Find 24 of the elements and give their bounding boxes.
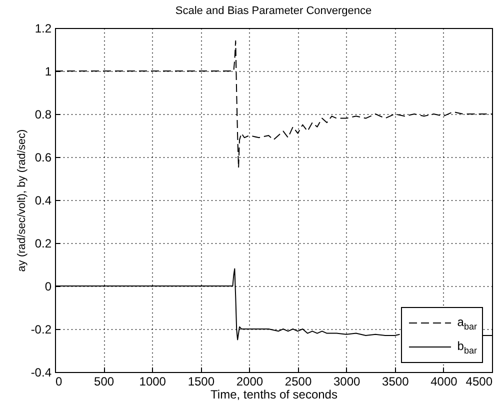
y-axis-title: ay (rad/sec/volt), by (rad/sec): [16, 129, 28, 272]
y-tick-label: -0.2: [30, 322, 52, 336]
x-tick-label: 0: [56, 374, 62, 388]
y-tick-label: -0.4: [30, 366, 52, 380]
y-tick-label: 0.8: [34, 108, 52, 122]
y-tick-label: 1.2: [34, 22, 52, 36]
x-tick-label: 1500: [188, 374, 215, 388]
y-tick-label: 1: [44, 64, 52, 78]
legend-label: a$_{bar}$: [457, 314, 477, 332]
y-tick-label: 0.6: [34, 150, 52, 164]
x-axis-title: Time, tenths of seconds: [210, 388, 338, 402]
x-tick-label: 2500: [284, 374, 312, 388]
x-tick-label: 3000: [333, 374, 361, 388]
x-tick-label: 3500: [382, 374, 410, 388]
y-tick-label: 0.2: [34, 236, 52, 250]
x-tick-label: 4000: [430, 374, 458, 388]
y-tick-label: 0: [44, 280, 52, 294]
x-tick-label: 500: [94, 374, 114, 388]
x-tick-label: 2000: [236, 374, 264, 388]
y-tick-label: 0.4: [34, 194, 52, 208]
x-tick-label: 4500: [466, 374, 493, 388]
chart-title: Scale and Bias Parameter Convergence: [175, 5, 372, 17]
x-tick-label: 1000: [139, 374, 166, 388]
legend-label: b$_{bar}$: [457, 338, 477, 356]
